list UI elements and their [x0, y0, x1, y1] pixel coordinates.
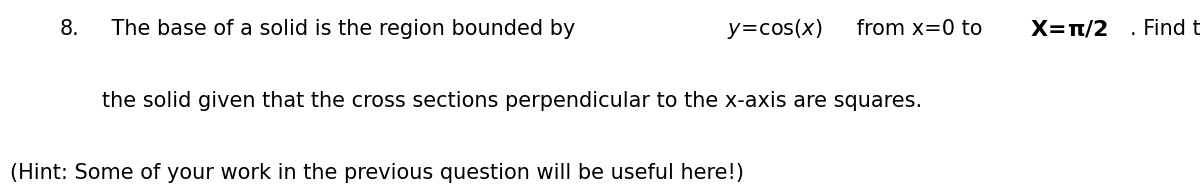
Text: the solid given that the cross sections perpendicular to the x-axis are squares.: the solid given that the cross sections … [102, 91, 922, 111]
Text: . Find the volume of: . Find the volume of [1130, 19, 1200, 39]
Text: $y\!=\!\cos(x)$: $y\!=\!\cos(x)$ [727, 17, 822, 41]
Text: from x=0 to: from x=0 to [851, 19, 989, 39]
Text: $\mathbf{X\!=\!\pi/2}$: $\mathbf{X\!=\!\pi/2}$ [1030, 18, 1108, 39]
Text: 8.: 8. [60, 19, 79, 39]
Text: The base of a solid is the region bounded by: The base of a solid is the region bounde… [85, 19, 582, 39]
Text: (Hint: Some of your work in the previous question will be useful here!): (Hint: Some of your work in the previous… [10, 163, 744, 183]
